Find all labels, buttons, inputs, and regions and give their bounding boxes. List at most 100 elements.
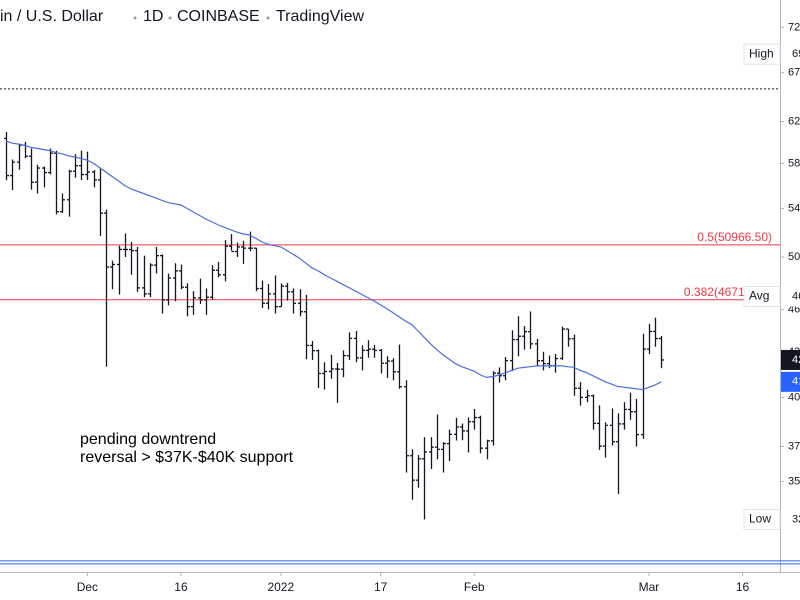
ohlc-bar bbox=[397, 344, 402, 389]
ohlc-bar bbox=[416, 455, 421, 488]
x-tick-label: 17 bbox=[374, 580, 388, 594]
price-tag-label: 42450.00 bbox=[792, 354, 800, 366]
ohlc-bar bbox=[597, 405, 602, 450]
ohlc-bar bbox=[148, 263, 153, 298]
ohlc-bar bbox=[160, 254, 165, 314]
fib-label: 0.5(50966.50) bbox=[697, 230, 772, 244]
ohlc-bar bbox=[522, 326, 527, 350]
ohlc-bar bbox=[578, 382, 583, 406]
price-tag bbox=[781, 349, 800, 370]
ohlc-bar bbox=[422, 437, 427, 520]
ohlc-bar bbox=[441, 442, 446, 473]
ohlc-bar bbox=[241, 240, 246, 264]
ohlc-bar bbox=[229, 234, 234, 253]
ohlc-bar bbox=[610, 408, 615, 446]
ohlc-bar bbox=[48, 148, 53, 175]
ohlc-bar bbox=[653, 317, 658, 347]
ohlc-bar bbox=[435, 414, 440, 460]
ohlc-bar bbox=[135, 246, 140, 292]
ohlc-bar bbox=[516, 316, 521, 357]
ohlc-bar bbox=[154, 246, 159, 274]
y-tick-label: 58000.00 bbox=[788, 157, 800, 169]
ohlc-bar bbox=[260, 280, 265, 309]
ohlc-bar bbox=[166, 273, 171, 306]
ohlc-bar bbox=[173, 263, 178, 302]
ohlc-bar bbox=[491, 371, 496, 446]
scale-label-box bbox=[743, 43, 781, 65]
ohlc-bar bbox=[454, 417, 459, 441]
separator bbox=[133, 16, 137, 20]
ohlc-bar bbox=[647, 323, 652, 355]
scale-label-name: High bbox=[749, 46, 774, 60]
ohlc-bar bbox=[216, 261, 221, 278]
ohlc-bar bbox=[179, 264, 184, 290]
ohlc-bar bbox=[460, 423, 465, 441]
ohlc-bar bbox=[603, 422, 608, 458]
title-source: TradingView bbox=[276, 8, 364, 25]
ohlc-bar bbox=[372, 344, 377, 358]
x-tick-label: 2022 bbox=[267, 580, 294, 594]
ohlc-bar bbox=[10, 159, 15, 191]
ohlc-bar bbox=[528, 311, 533, 349]
y-tick-label: 72000.00 bbox=[788, 21, 800, 33]
title-interval: 1D bbox=[143, 8, 163, 25]
ohlc-bar bbox=[466, 417, 471, 453]
ohlc-bar bbox=[566, 328, 571, 347]
ohlc-bar bbox=[541, 351, 546, 371]
x-tick-label: Dec bbox=[77, 580, 98, 594]
ohlc-bar bbox=[304, 294, 309, 360]
ohlc-bar bbox=[560, 326, 565, 360]
ohlc-bar bbox=[92, 170, 97, 188]
scale-label-value: 32950.00 bbox=[792, 513, 800, 525]
ohlc-bar bbox=[266, 283, 271, 310]
ohlc-bar bbox=[85, 151, 90, 180]
ohlc-bar bbox=[628, 392, 633, 420]
ohlc-bar bbox=[385, 356, 390, 379]
ohlc-bar bbox=[478, 415, 483, 454]
ohlc-bar bbox=[142, 255, 147, 298]
ohlc-bar bbox=[510, 330, 515, 372]
separator bbox=[266, 16, 270, 20]
scale-value-box bbox=[781, 286, 800, 307]
ohlc-bar bbox=[117, 245, 122, 295]
y-tick-label: 62000.00 bbox=[788, 115, 800, 127]
ohlc-bar bbox=[285, 282, 290, 301]
ohlc-bar bbox=[235, 242, 240, 257]
ohlc-bar bbox=[185, 283, 190, 317]
price-tag bbox=[781, 371, 800, 392]
ohlc-bar bbox=[322, 362, 327, 390]
ohlc-bar bbox=[279, 283, 284, 308]
ohlc-bar bbox=[191, 291, 196, 315]
ohlc-bar bbox=[42, 166, 47, 188]
ohlc-bar bbox=[4, 131, 9, 181]
x-tick-label: 16 bbox=[736, 580, 750, 594]
annotation: reversal > $37K-$40K support bbox=[80, 449, 294, 466]
scale-label-name: Low bbox=[749, 512, 771, 526]
ohlc-bar bbox=[591, 394, 596, 430]
y-tick-label: 40000.00 bbox=[788, 391, 800, 403]
ohlc-bar bbox=[104, 209, 109, 367]
ohlc-bar bbox=[616, 413, 621, 495]
ohlc-bar bbox=[485, 439, 490, 460]
ohlc-bar bbox=[341, 350, 346, 378]
ohlc-bar bbox=[129, 241, 134, 275]
scale-label-value: 46950.00 bbox=[792, 290, 800, 302]
x-tick-label: Mar bbox=[639, 580, 660, 594]
ohlc-bar bbox=[634, 398, 639, 447]
ohlc-bar bbox=[254, 247, 259, 292]
ohlc-bar bbox=[379, 348, 384, 374]
ohlc-bar bbox=[198, 278, 203, 304]
scale-label-box bbox=[743, 286, 781, 308]
ohlc-bar bbox=[60, 193, 65, 213]
y-tick-label: 50000.00 bbox=[788, 251, 800, 263]
ohlc-bar bbox=[503, 356, 508, 381]
scale-label-value: 69000.00 bbox=[792, 48, 800, 60]
scale-label-box bbox=[743, 508, 781, 530]
y-tick-label: 67000.00 bbox=[788, 67, 800, 79]
ohlc-bar bbox=[622, 402, 627, 430]
annotation: pending downtrend bbox=[80, 431, 216, 448]
ohlc-bar bbox=[391, 358, 396, 381]
y-tick-label: 54000.00 bbox=[788, 202, 800, 214]
ohlc-bar bbox=[316, 349, 321, 389]
